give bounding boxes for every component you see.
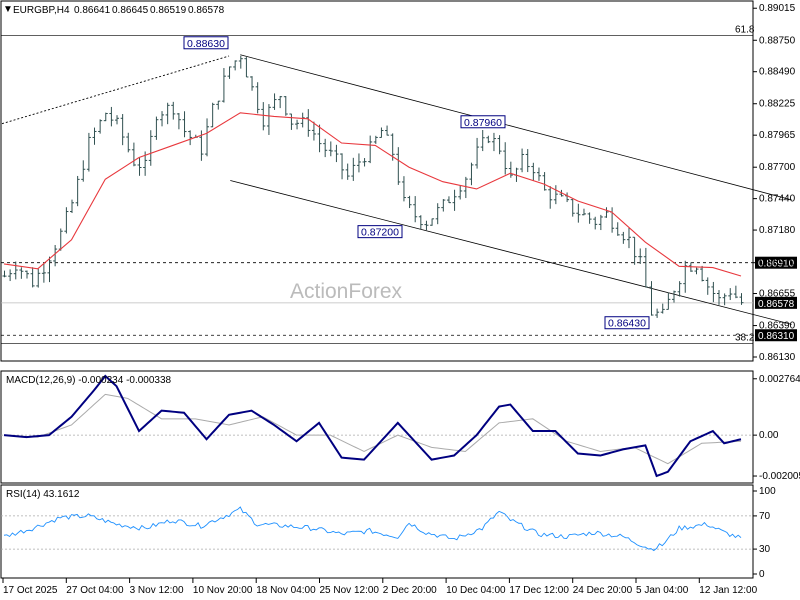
channel-lower-line [230,180,792,325]
price-annotation-label: 0.87960 [464,117,502,129]
price-y-tick-label: 0.88750 [759,35,796,46]
symbol-dropdown-icon[interactable]: ▼ [3,4,13,15]
x-tick-label: 2 Dec 20:00 [383,585,437,596]
rsi-y-tick-label: 100 [759,486,776,497]
price-annotation-box [183,36,229,50]
macd-signal-line [3,393,742,465]
x-tick-label: 25 Nov 12:00 [320,585,380,596]
price-y-tick-label: 0.88225 [759,99,796,110]
x-tick-label: 10 Nov 20:00 [193,585,253,596]
x-tick-label: 12 Jan 12:00 [699,585,757,596]
price-y-tick-label: 0.89015 [759,3,796,14]
x-tick-label: 5 Jan 04:00 [636,585,689,596]
current-price-tag-text: 0.86578 [758,299,795,310]
fib-level-label: 38.2 [735,333,755,344]
price-y-tick-label: 0.88490 [759,67,796,78]
level-price-tag [755,256,797,269]
macd-panel-frame [0,370,754,484]
x-tick-label: 18 Nov 04:00 [256,585,316,596]
price-y-tick-label: 0.87440 [759,194,796,205]
macd-title: MACD(12,26,9) -0.000234 -0.000338 [6,375,172,386]
rsi-line [3,506,742,552]
rsi-y-tick-label: 30 [759,544,771,555]
price-y-tick-label: 0.87180 [759,225,796,236]
channel-upper-line [240,54,792,201]
moving-average-line [3,112,742,277]
price-y-tick-label: 0.87965 [759,130,796,141]
trend-dotted-line [1,55,230,125]
price-y-tick-label: 0.86910 [759,258,796,269]
macd-y-tick-label: -0.002005 [759,471,800,482]
price-y-tick-label: 0.86390 [759,321,796,332]
level-price-tag [755,329,797,342]
x-tick-label: 24 Dec 20:00 [573,585,633,596]
rsi-panel-frame [0,484,754,579]
watermark: ActionForex [290,280,403,303]
rsi-y-tick-label: 70 [759,511,771,522]
current-price-tag [755,296,797,309]
macd-y-tick-label: 0.002764 [759,374,800,385]
price-panel-frame [0,0,754,362]
price-y-tick-label: 0.86655 [759,289,796,300]
x-tick-label: 17 Dec 12:00 [509,585,569,596]
price-annotation-box [604,316,650,330]
price-annotation-label: 0.87200 [361,227,399,239]
macd-main-line [3,374,742,478]
x-tick-label: 27 Oct 04:00 [66,585,124,596]
header-high: 0.86645 [112,5,149,16]
fib-level-label: 61.8 [735,24,755,35]
level-price-tag-text: 0.86910 [758,259,795,270]
price-y-tick-label: 0.86130 [759,352,796,363]
rsi-y-tick-label: 0 [759,569,765,580]
x-tick-label: 10 Dec 04:00 [446,585,506,596]
rsi-title: RSI(14) 43.1612 [6,489,80,500]
x-tick-label: 3 Nov 12:00 [130,585,184,596]
header-open: 0.86641 [74,5,111,16]
price-annotation-box [460,115,506,129]
price-annotation-box [357,225,403,239]
macd-y-tick-label: 0.00 [759,430,779,441]
header-symbol: EURGBP,H4 [13,5,70,16]
price-y-tick-label: 0.87700 [759,162,796,173]
level-price-tag-text: 0.86310 [758,331,795,342]
header-low: 0.86519 [150,5,187,16]
price-annotation-label: 0.88630 [187,38,225,50]
price-annotation-label: 0.86430 [608,318,646,330]
x-tick-label: 17 Oct 2025 [3,585,58,596]
header-close: 0.86578 [188,5,225,16]
